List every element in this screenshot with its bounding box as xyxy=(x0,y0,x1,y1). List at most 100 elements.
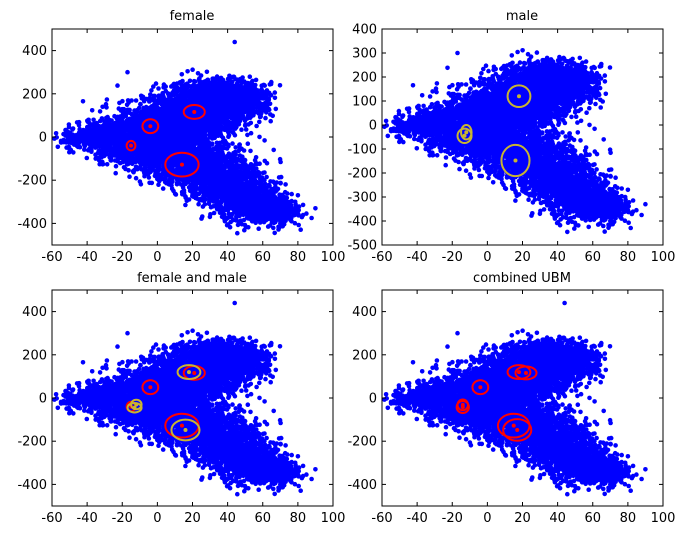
data-point xyxy=(70,132,76,138)
data-point xyxy=(251,89,256,94)
scatter-points xyxy=(52,39,318,236)
data-point xyxy=(178,118,183,124)
data-point xyxy=(192,122,198,127)
data-point xyxy=(71,142,77,147)
data-point xyxy=(105,128,111,133)
data-point xyxy=(175,85,180,90)
data-point xyxy=(102,119,107,124)
data-point xyxy=(153,81,159,86)
data-point xyxy=(278,159,283,165)
data-point xyxy=(228,81,234,86)
data-point xyxy=(137,179,143,184)
data-point xyxy=(184,81,190,86)
data-point xyxy=(247,74,253,79)
data-point xyxy=(120,159,126,165)
data-point xyxy=(81,142,87,147)
data-point xyxy=(195,97,200,103)
data-point xyxy=(212,105,218,110)
data-point xyxy=(177,99,182,104)
data-point xyxy=(65,131,70,137)
data-point xyxy=(194,125,200,131)
data-point xyxy=(82,135,88,141)
data-point xyxy=(219,124,225,130)
data-point xyxy=(70,126,76,131)
data-point xyxy=(75,143,81,149)
data-point xyxy=(153,104,159,110)
data-point xyxy=(232,92,237,97)
data-point xyxy=(134,119,139,125)
data-point xyxy=(204,97,210,102)
data-point xyxy=(200,84,206,90)
panel-title: female xyxy=(170,9,215,24)
data-point xyxy=(103,134,108,140)
data-point xyxy=(88,122,93,127)
data-point xyxy=(161,94,166,100)
data-point xyxy=(147,98,152,104)
data-point xyxy=(132,129,137,135)
data-point xyxy=(203,117,208,122)
data-point xyxy=(161,82,167,87)
data-point xyxy=(223,91,229,96)
data-point xyxy=(170,83,175,88)
data-point xyxy=(71,150,76,155)
data-point xyxy=(101,122,107,128)
data-point xyxy=(197,107,202,113)
data-point xyxy=(227,73,232,79)
data-point xyxy=(183,130,188,135)
data-point xyxy=(185,69,190,74)
data-point xyxy=(115,114,120,120)
data-point xyxy=(250,78,255,84)
data-point xyxy=(233,145,238,150)
data-point xyxy=(235,106,240,112)
data-point xyxy=(224,113,229,119)
data-point xyxy=(94,123,99,129)
data-point xyxy=(240,75,245,80)
data-point xyxy=(243,86,248,92)
data-point xyxy=(233,126,238,131)
data-point xyxy=(169,97,175,103)
data-point xyxy=(80,99,86,104)
data-point xyxy=(123,128,128,133)
data-point xyxy=(217,100,223,105)
data-point xyxy=(215,133,221,138)
data-point xyxy=(104,105,109,110)
data-point xyxy=(151,84,156,89)
data-point xyxy=(245,116,250,121)
data-point xyxy=(218,75,224,81)
data-point xyxy=(108,144,113,149)
data-point xyxy=(169,120,175,126)
data-point xyxy=(252,100,258,105)
data-point xyxy=(198,120,203,126)
data-point xyxy=(195,90,201,96)
data-point xyxy=(241,114,246,119)
data-point xyxy=(97,109,103,114)
data-point xyxy=(175,89,180,94)
data-point xyxy=(66,146,72,151)
data-point xyxy=(225,119,231,124)
data-point xyxy=(126,100,131,105)
data-point xyxy=(197,80,203,86)
data-point xyxy=(117,100,122,106)
data-point xyxy=(208,82,214,88)
data-point xyxy=(213,84,219,89)
data-point xyxy=(97,118,103,124)
data-point xyxy=(156,86,161,91)
data-point xyxy=(141,98,147,104)
data-point xyxy=(75,139,81,145)
data-point xyxy=(228,122,234,127)
data-point xyxy=(109,148,114,153)
data-point xyxy=(101,139,107,145)
data-point xyxy=(245,141,251,146)
data-point xyxy=(134,109,140,114)
data-point xyxy=(272,95,278,101)
data-point xyxy=(179,72,185,77)
data-point xyxy=(97,161,102,167)
data-point xyxy=(237,90,242,96)
data-point xyxy=(164,126,169,131)
data-point xyxy=(266,91,271,96)
data-point xyxy=(53,131,59,136)
data-point xyxy=(165,119,171,124)
data-point xyxy=(156,95,161,100)
data-point xyxy=(168,113,174,118)
data-point xyxy=(272,90,278,95)
